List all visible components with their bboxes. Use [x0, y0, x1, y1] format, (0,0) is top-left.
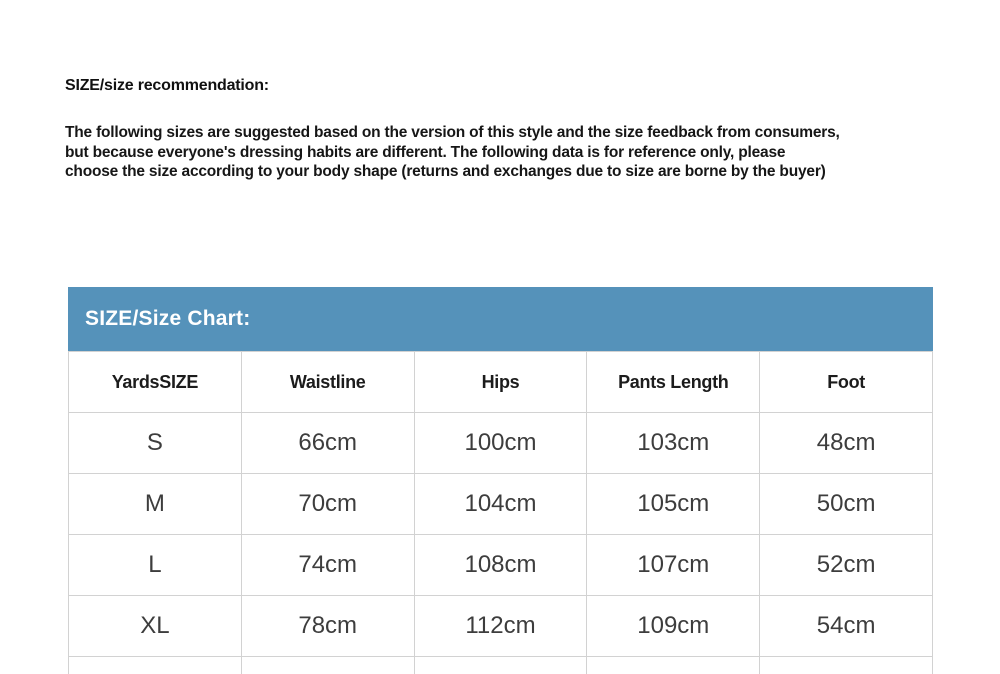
table-row: L 74cm 108cm 107cm 52cm	[68, 534, 933, 596]
measurement-cell: 112cm	[413, 595, 588, 657]
column-header: YardsSIZE	[68, 351, 242, 413]
measurement-cell	[240, 656, 415, 674]
recommendation-line: choose the size according to your body s…	[65, 163, 826, 180]
measurement-cell	[586, 656, 761, 674]
size-cell: M	[68, 473, 242, 535]
measurement-cell: 103cm	[586, 412, 761, 474]
table-row: S 66cm 100cm 103cm 48cm	[68, 412, 933, 474]
size-chart: SIZE/Size Chart: YardsSIZE Waistline Hips P…	[68, 287, 933, 674]
column-header: Foot	[759, 351, 933, 413]
size-cell: XL	[68, 595, 242, 657]
measurement-cell	[413, 656, 588, 674]
measurement-cell: 54cm	[759, 595, 933, 657]
measurement-cell: 100cm	[413, 412, 588, 474]
measurement-cell: 74cm	[240, 534, 415, 596]
table-row	[68, 656, 933, 674]
table-row: M 70cm 104cm 105cm 50cm	[68, 473, 933, 535]
measurement-cell: 50cm	[759, 473, 933, 535]
measurement-cell: 48cm	[759, 412, 933, 474]
measurement-cell: 109cm	[586, 595, 761, 657]
size-cell: L	[68, 534, 242, 596]
measurement-cell: 66cm	[240, 412, 415, 474]
column-header: Pants Length	[586, 351, 761, 413]
measurement-cell: 78cm	[240, 595, 415, 657]
recommendation-line: but because everyone's dressing habits a…	[65, 143, 786, 161]
size-chart-title-bar: SIZE/Size Chart:	[68, 287, 933, 351]
size-recommendation-page: SIZE/size recommendation: The following …	[0, 78, 1000, 674]
measurement-cell: 52cm	[759, 534, 933, 596]
measurement-cell	[759, 656, 933, 674]
recommendation-body: The following sizes are suggested based …	[65, 123, 943, 182]
measurement-cell: 107cm	[586, 534, 761, 596]
size-chart-table: YardsSIZE Waistline Hips Pants Length Foot S…	[68, 351, 933, 674]
measurement-cell: 104cm	[413, 473, 588, 535]
recommendation-line: The following sizes are suggested based …	[65, 124, 840, 141]
column-header: Waistline	[240, 351, 415, 413]
size-cell: S	[68, 412, 242, 474]
column-header: Hips	[413, 351, 588, 413]
table-header-row: YardsSIZE Waistline Hips Pants Length Foot	[68, 351, 933, 413]
measurement-cell: 108cm	[413, 534, 588, 596]
measurement-cell: 105cm	[586, 473, 761, 535]
size-chart-title: SIZE/Size Chart:	[85, 307, 251, 330]
recommendation-title: SIZE/size recommendation:	[65, 77, 269, 94]
measurement-cell: 70cm	[240, 473, 415, 535]
table-row: XL 78cm 112cm 109cm 54cm	[68, 595, 933, 657]
size-cell	[68, 656, 242, 674]
